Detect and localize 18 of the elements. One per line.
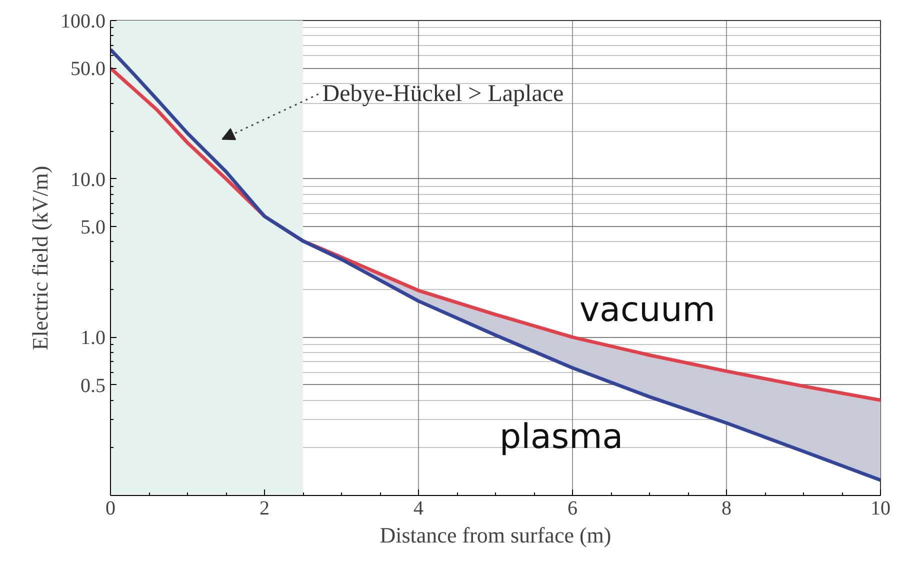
- series-label: plasma: [500, 416, 624, 457]
- x-tick-label: 8: [722, 498, 732, 520]
- y-axis-title: Electric field (kV/m): [28, 166, 52, 350]
- x-tick-label: 0: [106, 498, 116, 520]
- x-tick-label: 6: [568, 498, 578, 520]
- series-label: vacuum: [580, 290, 716, 330]
- x-tick-label: 2: [260, 498, 270, 520]
- y-tick-label: 5.0: [80, 216, 106, 238]
- y-tick-label: 50.0: [70, 58, 106, 80]
- annotation: Debye-Hückel > Laplace: [322, 81, 564, 108]
- x-axis-title: Distance from surface (m): [380, 522, 612, 548]
- x-tick-label: 10: [870, 498, 890, 520]
- y-tick-label: 10.0: [70, 168, 106, 191]
- y-tick-label: 100.0: [60, 10, 106, 32]
- x-tick-label: 4: [414, 498, 424, 520]
- y-tick-label: 0.5: [80, 374, 106, 397]
- y-tick-label: 1.0: [80, 327, 106, 350]
- line-series: [110, 48, 880, 482]
